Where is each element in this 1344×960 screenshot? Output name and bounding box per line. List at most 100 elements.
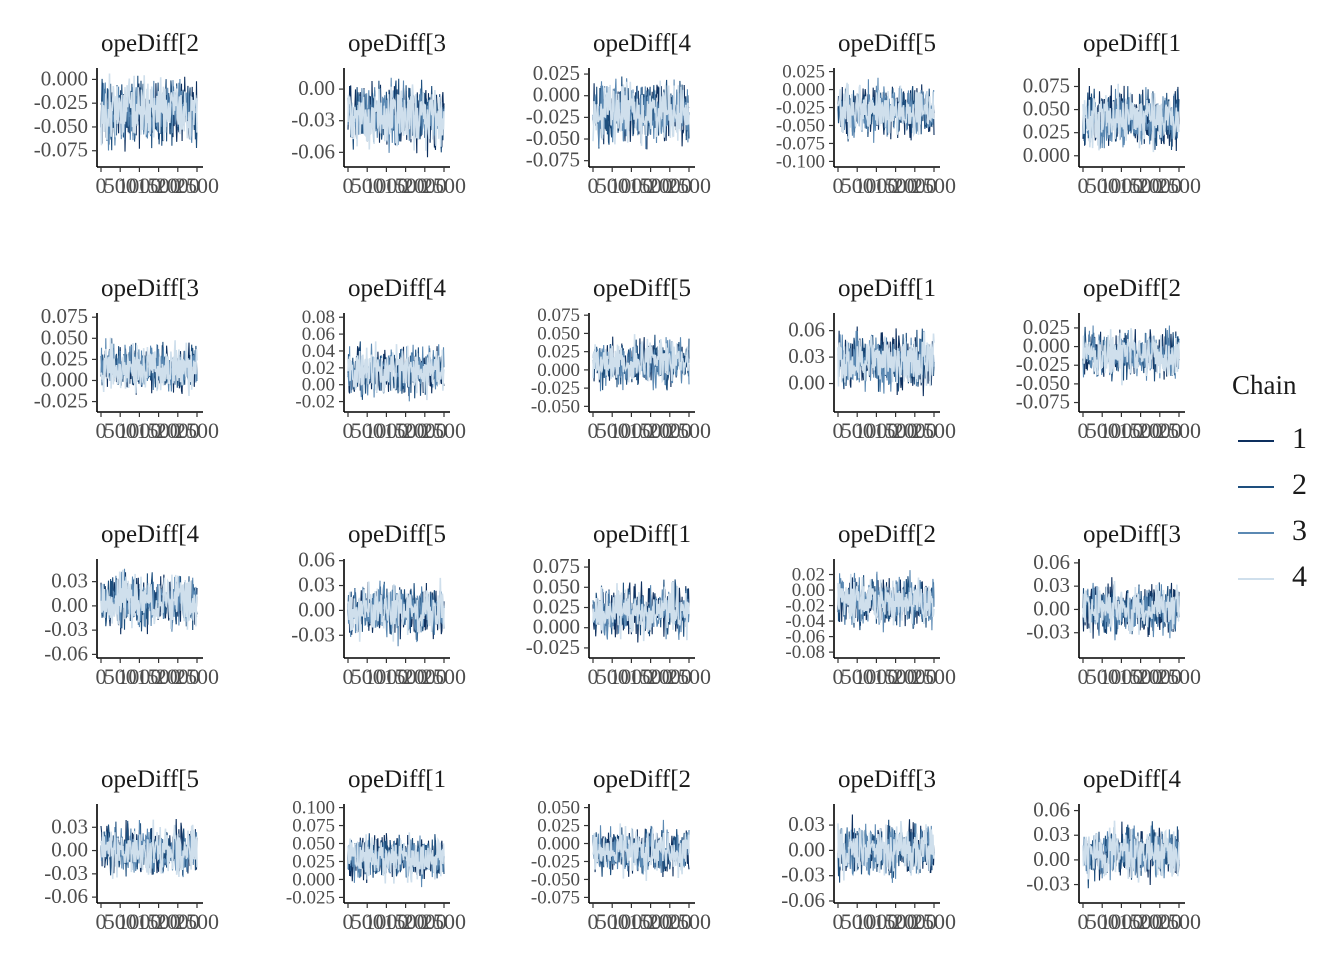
chain-legend: Chain 1 2 3 4	[1224, 368, 1334, 598]
x-tick-label: 0	[833, 664, 844, 689]
legend-label-chain-2: 2	[1292, 468, 1307, 501]
x-tick-label: 2000	[156, 664, 200, 689]
x-tick-label: 2000	[403, 418, 447, 443]
y-tick-label: 0.04	[302, 341, 336, 362]
trace-panel: 0.000-0.025-0.050-0.075 05001000150020002…	[34, 30, 219, 198]
panel-title: opeDiff[1	[838, 275, 936, 302]
chain-4-trace	[592, 823, 690, 881]
x-tick-label: 2500	[667, 909, 711, 934]
x-tick-label: 2000	[893, 664, 937, 689]
panel-title: opeDiff[4	[1083, 766, 1182, 793]
y-tick-label: -0.050	[526, 126, 580, 150]
y-tick-label: 0.02	[792, 565, 825, 586]
x-tick-label: 1500	[137, 664, 181, 689]
x-tick-label: 1500	[874, 173, 918, 198]
x-tick-label: 2500	[667, 173, 711, 198]
chain-4-trace	[100, 337, 198, 397]
x-tick-label: 1500	[137, 173, 181, 198]
x-tick-label: 500	[1086, 664, 1119, 689]
y-tick-label: -0.025	[531, 851, 580, 872]
trace-panel: 0.020.00-0.02-0.04-0.06-0.08 050010001500…	[785, 521, 956, 689]
x-tick-label: 1500	[629, 173, 673, 198]
y-tick-label: 0.000	[41, 66, 88, 90]
y-tick-label: 0.00	[51, 593, 88, 617]
x-tick-label: 2500	[175, 418, 219, 443]
x-tick-label: 1500	[1119, 173, 1163, 198]
x-tick-label: 2500	[1157, 909, 1201, 934]
y-tick-label: -0.03	[44, 617, 88, 641]
y-tick-label: 0.06	[788, 318, 825, 342]
y-tick-label: -0.06	[44, 884, 88, 908]
y-tick-label: 0.050	[533, 574, 580, 598]
x-tick-label: 1000	[117, 173, 161, 198]
y-tick-label: 0.00	[792, 580, 825, 601]
x-tick-label: 1500	[137, 909, 181, 934]
x-tick-label: 500	[596, 173, 629, 198]
y-tick-label: 0.000	[1023, 334, 1070, 358]
x-tick-label: 1000	[1099, 173, 1143, 198]
x-tick-label: 1000	[854, 909, 898, 934]
panel-title: opeDiff[4	[348, 275, 447, 302]
y-tick-label: 0.03	[51, 569, 88, 593]
x-tick-label: 1500	[1119, 909, 1163, 934]
y-tick-label: -0.06	[44, 641, 88, 665]
x-tick-label: 1500	[629, 664, 673, 689]
x-tick-label: 1500	[1119, 418, 1163, 443]
x-tick-label: 0	[1078, 173, 1089, 198]
x-tick-label: 1000	[609, 909, 653, 934]
x-tick-label: 1000	[854, 664, 898, 689]
panel-title: opeDiff[4	[593, 30, 692, 57]
legend-label-chain-3: 3	[1292, 514, 1307, 547]
x-tick-label: 1000	[609, 173, 653, 198]
x-tick-label: 500	[596, 418, 629, 443]
chain-4-trace	[347, 832, 445, 884]
x-tick-label: 2000	[156, 173, 200, 198]
y-tick-label: 0.025	[533, 595, 580, 619]
y-tick-label: 0.025	[537, 816, 580, 837]
x-tick-label: 1500	[384, 173, 428, 198]
x-tick-label: 0	[833, 909, 844, 934]
x-tick-label: 2500	[1157, 418, 1201, 443]
legend-item-chain-2: 2	[1236, 466, 1326, 506]
panel-title: opeDiff[5	[101, 766, 199, 793]
x-tick-label: 2500	[912, 664, 956, 689]
legend-item-chain-3: 3	[1236, 512, 1326, 552]
x-tick-label: 0	[588, 418, 599, 443]
x-tick-label: 500	[841, 664, 874, 689]
y-tick-label: -0.02	[295, 392, 335, 413]
y-tick-label: 0.03	[1033, 573, 1070, 597]
panel-title: opeDiff[1	[348, 766, 446, 793]
chain-4-trace	[837, 332, 935, 387]
x-tick-label: 1500	[384, 418, 428, 443]
chain-4-trace	[837, 573, 935, 626]
x-tick-label: 1500	[629, 909, 673, 934]
x-tick-label: 0	[1078, 909, 1089, 934]
y-tick-label: -0.075	[776, 133, 825, 154]
x-tick-label: 2000	[893, 418, 937, 443]
x-tick-label: 1000	[1099, 418, 1143, 443]
x-tick-label: 2000	[1138, 664, 1182, 689]
y-tick-label: 0.00	[298, 76, 335, 100]
y-tick-label: -0.025	[1016, 352, 1070, 376]
x-tick-label: 2500	[912, 173, 956, 198]
x-tick-label: 1000	[1099, 664, 1143, 689]
y-tick-label: 0.025	[533, 61, 580, 85]
x-tick-label: 2000	[403, 173, 447, 198]
x-tick-label: 2500	[422, 664, 466, 689]
legend-key-chain-3	[1238, 532, 1274, 534]
x-tick-label: 1500	[137, 418, 181, 443]
y-tick-label: 0.00	[298, 597, 335, 621]
x-tick-label: 0	[96, 418, 107, 443]
x-tick-label: 500	[1086, 173, 1119, 198]
legend-title: Chain	[1232, 370, 1297, 400]
x-tick-label: 1000	[117, 418, 161, 443]
y-tick-label: -0.025	[531, 378, 580, 399]
x-tick-label: 2000	[893, 173, 937, 198]
y-tick-label: -0.025	[526, 635, 580, 659]
x-tick-label: 1000	[117, 909, 161, 934]
y-tick-label: 0.000	[537, 360, 580, 381]
y-tick-label: 0.00	[302, 375, 335, 396]
